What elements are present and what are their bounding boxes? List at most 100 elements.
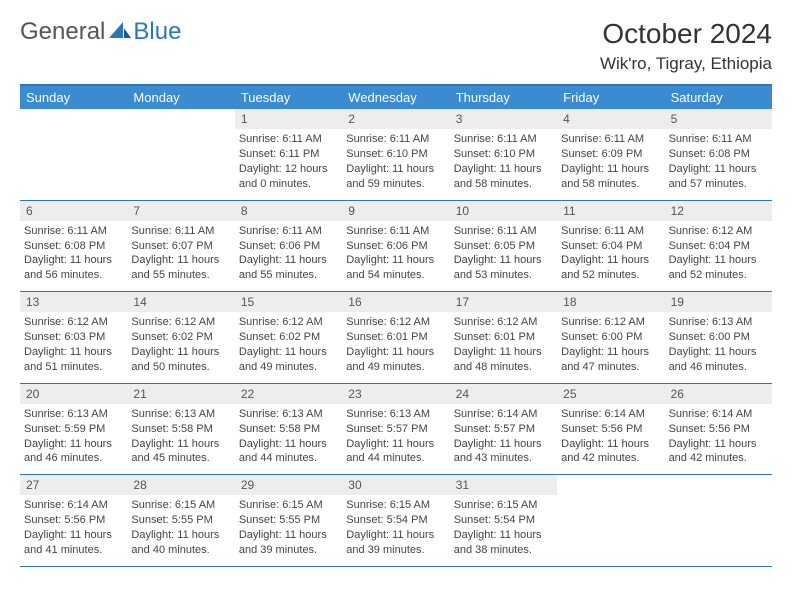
day-number: 19 <box>665 292 772 312</box>
sunset-text: Sunset: 6:10 PM <box>454 147 553 162</box>
day-cell: 29Sunrise: 6:15 AMSunset: 5:55 PMDayligh… <box>235 475 342 566</box>
day-cell <box>557 475 664 566</box>
day-number: 26 <box>665 384 772 404</box>
day-number: 16 <box>342 292 449 312</box>
daylight-text: Daylight: 11 hours <box>131 253 230 268</box>
weeks-container: 1Sunrise: 6:11 AMSunset: 6:11 PMDaylight… <box>20 109 772 567</box>
sunrise-text: Sunrise: 6:12 AM <box>24 315 123 330</box>
day-header: Tuesday <box>235 86 342 109</box>
daylight-text: Daylight: 11 hours <box>669 437 768 452</box>
daylight-text: Daylight: 11 hours <box>669 345 768 360</box>
daylight-text: Daylight: 11 hours <box>561 162 660 177</box>
day-number: 12 <box>665 201 772 221</box>
day-number: 11 <box>557 201 664 221</box>
daylight-text: and 42 minutes. <box>561 451 660 466</box>
daylight-text: and 46 minutes. <box>669 360 768 375</box>
day-cell: 15Sunrise: 6:12 AMSunset: 6:02 PMDayligh… <box>235 292 342 383</box>
day-number: 13 <box>20 292 127 312</box>
sunset-text: Sunset: 5:56 PM <box>669 422 768 437</box>
day-cell: 25Sunrise: 6:14 AMSunset: 5:56 PMDayligh… <box>557 384 664 475</box>
day-cell: 20Sunrise: 6:13 AMSunset: 5:59 PMDayligh… <box>20 384 127 475</box>
sunrise-text: Sunrise: 6:14 AM <box>669 407 768 422</box>
day-header: Monday <box>127 86 234 109</box>
sunset-text: Sunset: 5:56 PM <box>561 422 660 437</box>
sunset-text: Sunset: 6:08 PM <box>669 147 768 162</box>
day-number: 21 <box>127 384 234 404</box>
day-cell: 28Sunrise: 6:15 AMSunset: 5:55 PMDayligh… <box>127 475 234 566</box>
logo: General Blue <box>20 18 181 46</box>
day-number: 3 <box>450 109 557 129</box>
sunset-text: Sunset: 6:00 PM <box>669 330 768 345</box>
daylight-text: and 59 minutes. <box>346 177 445 192</box>
day-cell: 7Sunrise: 6:11 AMSunset: 6:07 PMDaylight… <box>127 201 234 292</box>
daylight-text: Daylight: 11 hours <box>669 162 768 177</box>
daylight-text: and 52 minutes. <box>669 268 768 283</box>
logo-text-general: General <box>20 18 105 46</box>
daylight-text: Daylight: 11 hours <box>346 528 445 543</box>
daylight-text: and 0 minutes. <box>239 177 338 192</box>
sunset-text: Sunset: 6:01 PM <box>346 330 445 345</box>
day-number: 14 <box>127 292 234 312</box>
daylight-text: and 39 minutes. <box>239 543 338 558</box>
daylight-text: Daylight: 11 hours <box>24 345 123 360</box>
daylight-text: Daylight: 11 hours <box>239 528 338 543</box>
sunrise-text: Sunrise: 6:15 AM <box>131 498 230 513</box>
daylight-text: Daylight: 11 hours <box>239 437 338 452</box>
daylight-text: and 46 minutes. <box>24 451 123 466</box>
day-cell: 22Sunrise: 6:13 AMSunset: 5:58 PMDayligh… <box>235 384 342 475</box>
week-row: 13Sunrise: 6:12 AMSunset: 6:03 PMDayligh… <box>20 292 772 384</box>
day-header: Wednesday <box>342 86 449 109</box>
sunset-text: Sunset: 6:06 PM <box>239 239 338 254</box>
day-cell: 19Sunrise: 6:13 AMSunset: 6:00 PMDayligh… <box>665 292 772 383</box>
day-cell: 26 Sunrise: 6:14 AMSunset: 5:56 PMDayligh… <box>665 384 772 475</box>
day-number: 20 <box>20 384 127 404</box>
daylight-text: Daylight: 11 hours <box>454 345 553 360</box>
daylight-text: Daylight: 11 hours <box>24 528 123 543</box>
sunrise-text: Sunrise: 6:11 AM <box>346 224 445 239</box>
daylight-text: and 49 minutes. <box>239 360 338 375</box>
day-cell: 12Sunrise: 6:12 AMSunset: 6:04 PMDayligh… <box>665 201 772 292</box>
daylight-text: Daylight: 11 hours <box>454 253 553 268</box>
daylight-text: and 48 minutes. <box>454 360 553 375</box>
sunrise-text: Sunrise: 6:13 AM <box>346 407 445 422</box>
day-number: 24 <box>450 384 557 404</box>
daylight-text: and 52 minutes. <box>561 268 660 283</box>
daylight-text: and 38 minutes. <box>454 543 553 558</box>
day-number: 31 <box>450 475 557 495</box>
sunrise-text: Sunrise: 6:11 AM <box>454 132 553 147</box>
daylight-text: Daylight: 11 hours <box>24 253 123 268</box>
day-header: Saturday <box>665 86 772 109</box>
daylight-text: and 58 minutes. <box>561 177 660 192</box>
sunrise-text: Sunrise: 6:12 AM <box>239 315 338 330</box>
day-number: 4 <box>557 109 664 129</box>
day-cell: 18Sunrise: 6:12 AMSunset: 6:00 PMDayligh… <box>557 292 664 383</box>
daylight-text: and 53 minutes. <box>454 268 553 283</box>
day-number: 29 <box>235 475 342 495</box>
day-cell: 24Sunrise: 6:14 AMSunset: 5:57 PMDayligh… <box>450 384 557 475</box>
daylight-text: Daylight: 11 hours <box>346 437 445 452</box>
day-cell: 9Sunrise: 6:11 AMSunset: 6:06 PMDaylight… <box>342 201 449 292</box>
day-number: 30 <box>342 475 449 495</box>
sunset-text: Sunset: 6:11 PM <box>239 147 338 162</box>
day-number: 10 <box>450 201 557 221</box>
sunrise-text: Sunrise: 6:14 AM <box>454 407 553 422</box>
day-number: 5 <box>665 109 772 129</box>
week-row: 27Sunrise: 6:14 AMSunset: 5:56 PMDayligh… <box>20 475 772 567</box>
daylight-text: and 51 minutes. <box>24 360 123 375</box>
logo-text-blue: Blue <box>133 18 181 46</box>
daylight-text: and 49 minutes. <box>346 360 445 375</box>
sunrise-text: Sunrise: 6:15 AM <box>454 498 553 513</box>
sunset-text: Sunset: 6:00 PM <box>561 330 660 345</box>
daylight-text: Daylight: 11 hours <box>346 162 445 177</box>
sunrise-text: Sunrise: 6:11 AM <box>346 132 445 147</box>
sunset-text: Sunset: 5:57 PM <box>346 422 445 437</box>
sunrise-text: Sunrise: 6:15 AM <box>346 498 445 513</box>
sunset-text: Sunset: 6:07 PM <box>131 239 230 254</box>
day-number: 15 <box>235 292 342 312</box>
daylight-text: Daylight: 11 hours <box>346 253 445 268</box>
daylight-text: and 44 minutes. <box>239 451 338 466</box>
week-row: 20Sunrise: 6:13 AMSunset: 5:59 PMDayligh… <box>20 384 772 476</box>
sunrise-text: Sunrise: 6:12 AM <box>669 224 768 239</box>
sunset-text: Sunset: 5:55 PM <box>131 513 230 528</box>
sunrise-text: Sunrise: 6:13 AM <box>131 407 230 422</box>
